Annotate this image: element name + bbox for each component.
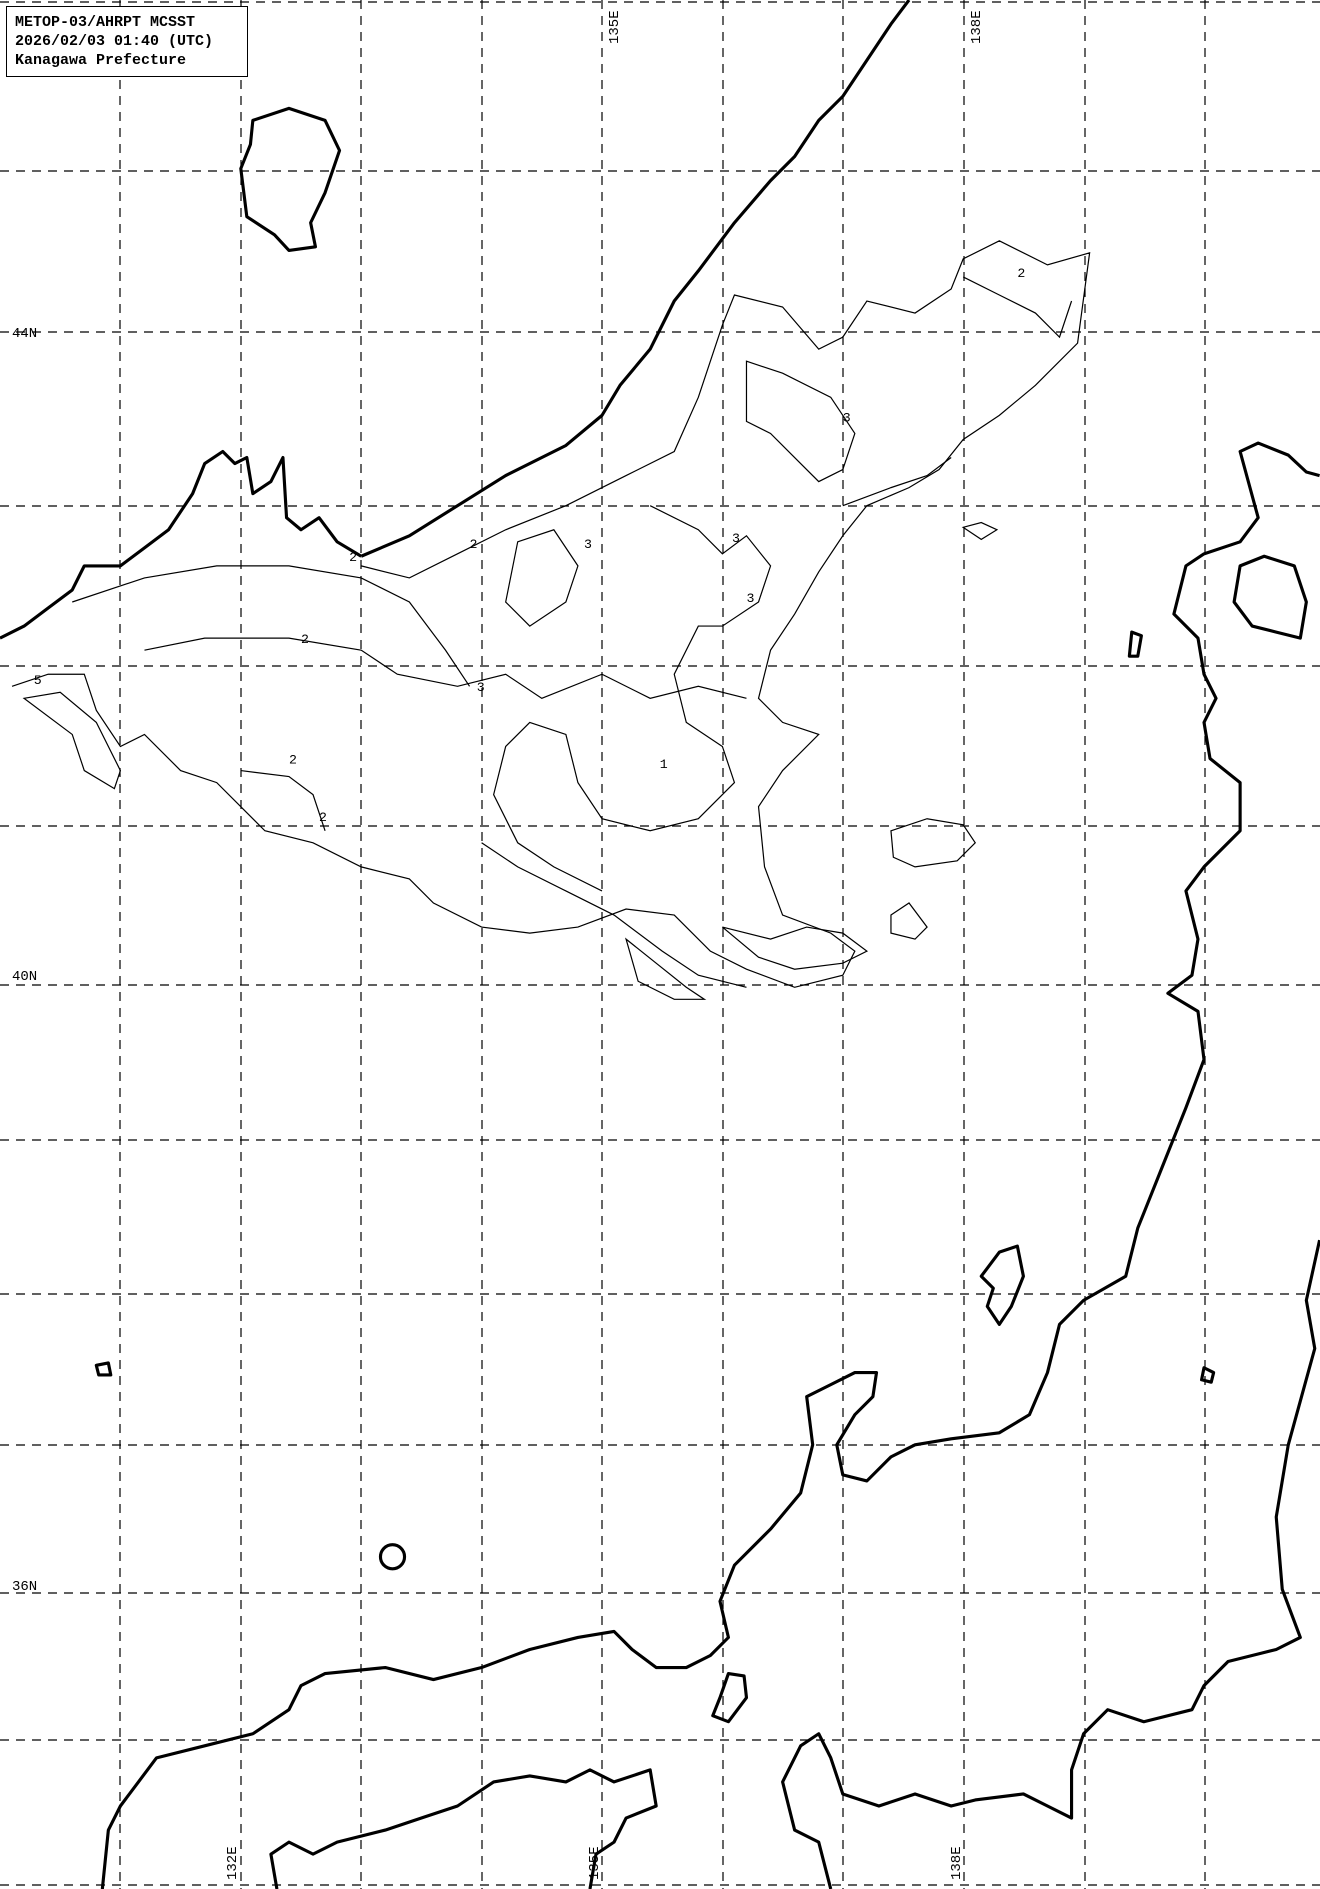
island-awaji <box>711 1671 749 1724</box>
lat-label-44n: 44N <box>12 326 37 342</box>
island-oki <box>378 1543 407 1571</box>
product-info-box: METOP-03/AHRPT MCSST 2026/02/03 01:40 (U… <box>6 6 248 77</box>
island-sado <box>979 1244 1025 1326</box>
contour-label: 2 <box>289 752 297 767</box>
contour-label: 5 <box>34 673 42 688</box>
japan-north-outline <box>1232 554 1308 640</box>
contour-label: 1 <box>660 757 668 772</box>
contour-label: 3 <box>732 531 740 546</box>
mainland-coast-north <box>360 0 911 558</box>
contour-label: 3 <box>843 410 851 425</box>
lon-label-bottom-132e: 132E <box>225 1846 241 1880</box>
contour-label: 2 <box>1017 266 1025 281</box>
contour-label: 3 <box>746 591 754 606</box>
lon-label-bottom-138e: 138E <box>949 1846 965 1880</box>
contour-label: 2 <box>470 537 478 552</box>
axis-labels: 44N 40N 36N 135E 138E 132E 135E 138E <box>12 10 985 1880</box>
contour-label: 2 <box>349 550 357 565</box>
contour-label: 2 <box>319 810 327 825</box>
lon-label-top-138e: 138E <box>969 10 985 44</box>
island-small-2 <box>1200 1366 1216 1384</box>
provider-label: Kanagawa Prefecture <box>15 52 187 69</box>
japan-east-coast <box>781 1239 1320 1889</box>
contour-label: 3 <box>477 680 485 695</box>
contour-label: 3 <box>584 537 592 552</box>
japan-west-coast <box>100 441 1320 1889</box>
island-small-1 <box>94 1361 113 1377</box>
contour-label: 2 <box>301 632 309 647</box>
lat-label-36n: 36N <box>12 1579 37 1595</box>
sst-contours <box>11 240 1091 1000</box>
island-small-3 <box>1127 630 1143 658</box>
island-shikoku-area <box>269 1768 658 1889</box>
observation-datetime: 2026/02/03 01:40 (UTC) <box>15 33 214 50</box>
satellite-product-label: METOP-03/AHRPT MCSST <box>15 14 196 31</box>
island-northwest <box>239 106 342 252</box>
contour-labels: 2 2 3 3 2 3 5 2 3 2 1 3 2 <box>34 266 1026 825</box>
mainland-coast-west <box>0 449 363 640</box>
lon-label-top-135e: 135E <box>607 10 623 44</box>
lon-label-bottom-135e: 135E <box>587 1846 603 1880</box>
lat-label-40n: 40N <box>12 969 37 985</box>
